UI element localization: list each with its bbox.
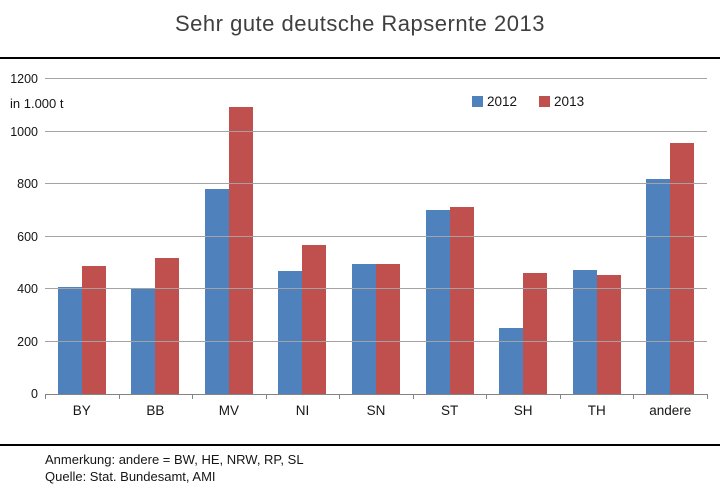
y-axis-label-400: 400 bbox=[17, 282, 38, 296]
bar-2013-TH bbox=[596, 274, 621, 394]
footer-divider bbox=[0, 444, 720, 446]
bar-2013-BY bbox=[81, 265, 106, 394]
plot-area bbox=[45, 78, 707, 395]
bar-2012-TH bbox=[572, 270, 597, 394]
legend-label-2013: 2013 bbox=[554, 94, 585, 109]
x-axis-label-BB: BB bbox=[146, 403, 165, 418]
legend-swatch-2013 bbox=[539, 96, 551, 107]
x-axis-tick bbox=[707, 394, 708, 399]
y-axis-unit-label: in 1.000 t bbox=[10, 96, 64, 111]
x-axis-tick bbox=[265, 394, 267, 399]
bar-2013-ST bbox=[449, 206, 474, 394]
bar-group-NI bbox=[266, 79, 340, 394]
y-axis-label-200: 200 bbox=[17, 334, 38, 349]
gridline-600 bbox=[45, 235, 707, 237]
legend: 2012 2013 bbox=[472, 94, 584, 109]
x-axis-label-SN: SN bbox=[366, 403, 386, 418]
x-axis-tick bbox=[486, 394, 488, 399]
bar-group-BB bbox=[119, 79, 193, 394]
gridline-1000 bbox=[45, 130, 707, 132]
bar-group-andere bbox=[634, 79, 708, 394]
bar-2012-andere bbox=[646, 178, 671, 394]
bar-2013-andere bbox=[670, 142, 695, 394]
x-axis-label-TH: TH bbox=[587, 403, 606, 418]
bar-group-MV bbox=[192, 79, 266, 394]
y-axis: 0 200 400 600 800 1000 1200 bbox=[0, 72, 38, 401]
bar-2012-MV bbox=[204, 189, 229, 394]
x-axis-tick bbox=[339, 394, 341, 399]
footer: Anmerkung: andere = BW, HE, NRW, RP, SL … bbox=[45, 451, 304, 485]
bar-2013-SN bbox=[376, 264, 401, 394]
bar-2012-SH bbox=[499, 327, 524, 394]
title-divider bbox=[0, 57, 720, 59]
x-axis-tick bbox=[559, 394, 561, 399]
bar-group-SH bbox=[486, 79, 560, 394]
x-axis-tick bbox=[192, 394, 194, 399]
footer-source: Quelle: Stat. Bundesamt, AMI bbox=[45, 469, 216, 484]
bar-2013-SH bbox=[523, 273, 548, 394]
gridline-400 bbox=[45, 288, 707, 289]
gridline-200 bbox=[45, 340, 707, 342]
bar-2013-BB bbox=[155, 258, 180, 394]
x-axis-label-BY: BY bbox=[72, 403, 91, 418]
x-axis-label-andere: andere bbox=[649, 403, 692, 418]
bar-2012-NI bbox=[278, 271, 303, 394]
x-axis-label-SH: SH bbox=[513, 403, 533, 418]
x-axis-label-ST: ST bbox=[440, 403, 459, 418]
y-axis-label-1200: 1200 bbox=[10, 72, 38, 86]
y-axis-label-800: 800 bbox=[17, 177, 38, 191]
footer-note: Anmerkung: andere = BW, HE, NRW, RP, SL bbox=[45, 452, 304, 467]
x-axis-ticks bbox=[45, 394, 708, 400]
x-axis-label-NI: NI bbox=[295, 403, 310, 418]
bar-group-TH bbox=[560, 79, 634, 394]
bar-group-ST bbox=[413, 79, 487, 394]
legend-item-2013: 2013 bbox=[539, 94, 584, 109]
x-axis-labels: BY BB MV NI SN ST SH TH andere bbox=[45, 403, 707, 418]
y-axis-label-600: 600 bbox=[17, 229, 38, 244]
bar-2012-BB bbox=[131, 289, 156, 394]
gridline-1200 bbox=[45, 78, 707, 79]
legend-label-2012: 2012 bbox=[487, 94, 518, 109]
bar-2012-ST bbox=[425, 209, 450, 394]
x-axis-label-MV: MV bbox=[218, 403, 240, 418]
legend-swatch-2012 bbox=[472, 96, 483, 107]
y-axis-label-0: 0 bbox=[31, 387, 38, 401]
x-axis-tick bbox=[412, 394, 414, 399]
bar-2012-SN bbox=[352, 264, 377, 394]
bar-2012-BY bbox=[57, 286, 82, 394]
gridline-800 bbox=[45, 183, 707, 184]
x-axis-tick bbox=[45, 394, 46, 399]
bar-groups bbox=[45, 79, 707, 394]
y-axis-label-1000: 1000 bbox=[10, 124, 38, 139]
bar-group-SN bbox=[339, 79, 413, 394]
x-axis-tick bbox=[633, 394, 635, 399]
bar-2013-MV bbox=[228, 106, 253, 394]
legend-item-2012: 2012 bbox=[472, 94, 517, 109]
bar-group-BY bbox=[45, 79, 119, 394]
bar-2013-NI bbox=[302, 245, 327, 394]
page-title: Sehr gute deutsche Rapsernte 2013 bbox=[175, 11, 545, 36]
x-axis-tick bbox=[118, 394, 120, 399]
